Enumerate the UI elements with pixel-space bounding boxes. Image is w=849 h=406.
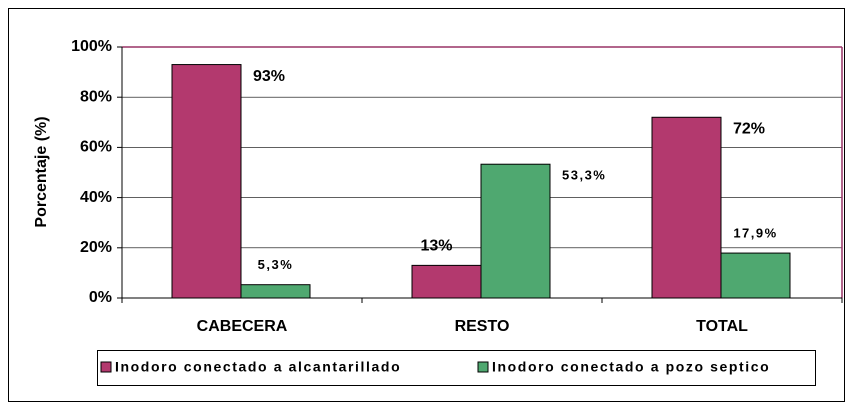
bar [240,284,311,299]
y-tick-label: 0% [89,289,112,306]
value-label: 17,9% [733,226,777,241]
legend-swatch [100,361,112,373]
y-tick-label: 80% [80,88,112,105]
legend-box [97,350,816,386]
y-tick-label: 100% [71,38,112,55]
y-tick-label: 40% [80,189,112,206]
x-tick-label: RESTO [455,318,510,335]
y-tick-label: 20% [80,239,112,256]
bar [480,163,551,299]
value-label: 5,3% [258,257,294,272]
value-label: 53,3% [562,168,606,183]
x-tick-label: CABECERA [197,318,288,335]
value-label: 93% [253,68,285,85]
legend-swatch [477,361,489,373]
legend-label: Inodoro conectado a alcantarillado [115,359,401,375]
bar [720,252,791,299]
value-label: 72% [733,120,765,137]
bar [171,64,242,299]
bar [411,264,482,299]
value-label: 13% [420,238,452,255]
y-tick-label: 60% [80,139,112,156]
bar [651,116,722,299]
x-tick-label: TOTAL [696,318,748,335]
legend-label: Inodoro conectado a pozo septico [492,359,770,375]
y-axis-label: Porcentaje (%) [33,116,50,227]
